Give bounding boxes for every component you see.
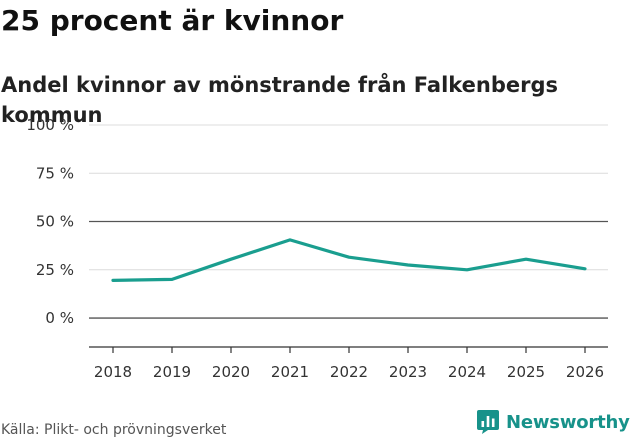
x-tick-label: 2020 bbox=[212, 363, 250, 381]
x-tick-label: 2023 bbox=[389, 363, 427, 381]
y-tick-label: 75 % bbox=[36, 164, 74, 182]
source-note: Källa: Plikt- och prövningsverket bbox=[1, 422, 227, 438]
chart-subtitle: Andel kvinnor av mönstrande från Falkenb… bbox=[1, 73, 559, 127]
x-tick-label: 2019 bbox=[153, 363, 191, 381]
x-tick-label: 2026 bbox=[566, 363, 604, 381]
chart-title: 25 procent är kvinnor bbox=[1, 4, 344, 37]
y-tick-label: 100 % bbox=[26, 116, 74, 134]
y-tick-label: 25 % bbox=[36, 261, 74, 279]
x-tick-label: 2024 bbox=[448, 363, 486, 381]
newsworthy-logo: Newsworthy bbox=[476, 407, 630, 437]
x-tick-label: 2022 bbox=[330, 363, 368, 381]
x-tick-label: 2025 bbox=[507, 363, 545, 381]
y-tick-label: 50 % bbox=[36, 213, 74, 231]
y-tick-label: 0 % bbox=[45, 309, 74, 327]
x-tick-label: 2021 bbox=[271, 363, 309, 381]
series-line bbox=[111, 238, 587, 282]
brand-name: Newsworthy bbox=[506, 411, 630, 433]
x-tick-label: 2018 bbox=[94, 363, 132, 381]
newsworthy-icon bbox=[477, 410, 499, 434]
